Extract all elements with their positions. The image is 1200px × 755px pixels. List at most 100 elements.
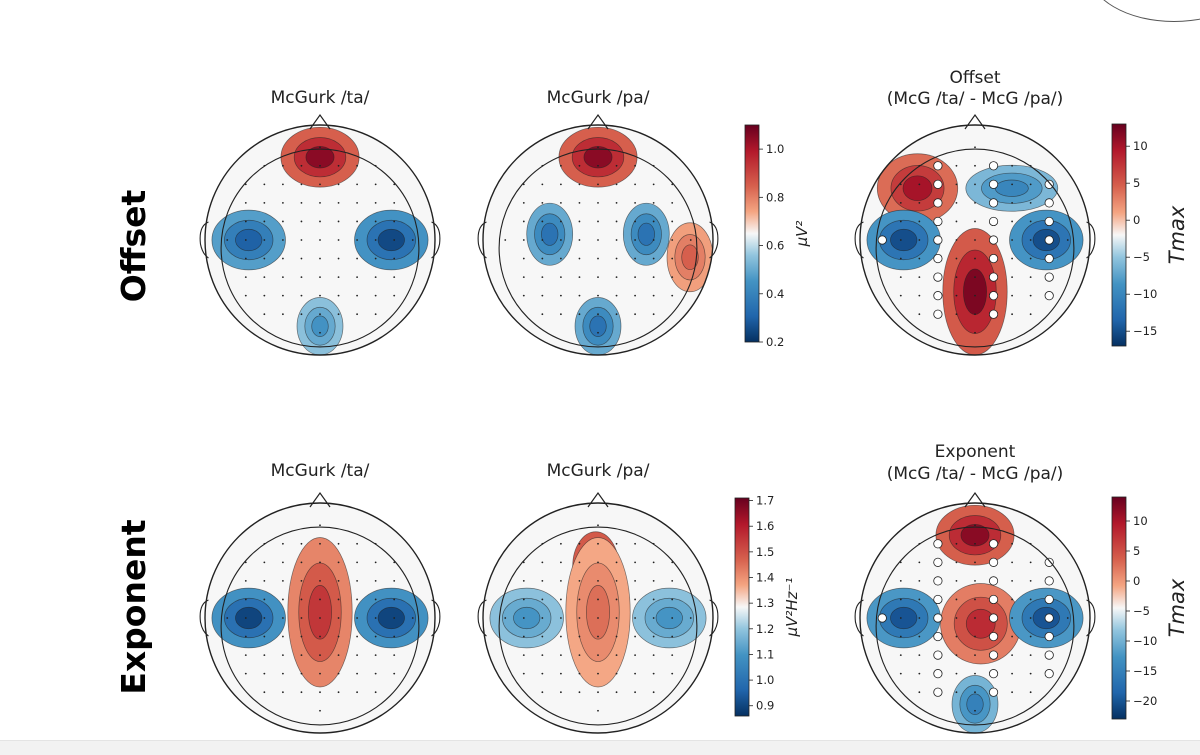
electrode <box>541 239 544 241</box>
electrode <box>597 598 599 601</box>
electrode <box>578 691 581 694</box>
map-title: (McG /ta/ - McG /pa/) <box>887 89 1064 109</box>
electrode <box>560 257 562 260</box>
electrode <box>615 617 618 619</box>
electrode <box>282 561 284 564</box>
electrode <box>918 691 921 694</box>
topomap-4 <box>199 491 441 734</box>
electrode <box>1029 183 1032 186</box>
electrode <box>263 691 266 694</box>
electrode <box>1011 202 1013 204</box>
electrode <box>282 164 284 167</box>
electrode <box>560 654 562 656</box>
electrode <box>671 294 674 297</box>
electrode <box>615 183 618 186</box>
electrode <box>560 164 562 167</box>
electrode <box>319 257 321 260</box>
electrode <box>319 276 321 278</box>
electrode <box>1011 635 1013 638</box>
significant-electrode <box>933 613 943 623</box>
electrode <box>282 276 284 278</box>
colorbar-tick: 5 <box>1133 176 1140 190</box>
electrode <box>374 617 377 619</box>
electrode <box>522 654 525 656</box>
scalp-outline <box>204 124 436 356</box>
electrode <box>918 598 921 601</box>
blob-right-frontal-2 <box>994 179 1029 197</box>
significant-electrode <box>933 594 943 605</box>
left-ear <box>477 599 487 637</box>
electrode <box>356 635 358 638</box>
electrode <box>597 691 599 694</box>
electrode <box>1029 257 1032 260</box>
blob-right-temporal-2 <box>377 228 405 252</box>
significant-electrode <box>988 631 999 642</box>
electrode <box>374 672 377 675</box>
electrode <box>634 561 636 564</box>
significant-electrode <box>933 179 943 189</box>
electrode <box>541 276 544 278</box>
electrode <box>1029 672 1032 675</box>
electrode <box>615 654 618 656</box>
electrode <box>263 654 266 656</box>
significant-electrode <box>933 291 943 301</box>
electrode <box>282 294 284 297</box>
significant-electrode <box>933 557 943 567</box>
electrode <box>319 331 321 334</box>
electrode <box>560 183 562 186</box>
electrode <box>615 257 618 260</box>
electrode <box>1011 672 1013 675</box>
electrode <box>974 561 976 564</box>
electrode <box>356 257 358 260</box>
electrode <box>974 542 976 545</box>
scalp-outline <box>204 502 436 734</box>
electrode <box>337 239 340 241</box>
electrode <box>597 672 599 675</box>
electrode <box>560 294 562 297</box>
colorbar-tick: 0.4 <box>766 287 784 301</box>
electrode <box>560 580 562 582</box>
colorbar-tick: −15 <box>1133 664 1157 678</box>
electrode <box>955 257 958 260</box>
electrode <box>300 276 303 278</box>
electrode <box>356 183 358 186</box>
electrode <box>337 580 340 582</box>
blob-left-temporal-2 <box>235 228 263 252</box>
electrode <box>560 542 562 545</box>
electrode <box>634 635 636 638</box>
electrode <box>263 294 266 297</box>
electrode <box>615 561 618 564</box>
electrode <box>374 257 377 260</box>
electrode <box>918 202 921 204</box>
electrode <box>393 257 396 260</box>
electrode <box>541 617 544 619</box>
map-title: McGurk /pa/ <box>547 88 650 108</box>
electrode <box>1029 239 1032 241</box>
blob-left-temporal-2 <box>890 606 918 630</box>
electrode <box>1011 276 1013 278</box>
electrode <box>319 183 321 186</box>
topomap-3 <box>854 113 1096 356</box>
nose <box>309 113 331 130</box>
electrode <box>578 672 581 675</box>
electrode <box>578 202 581 204</box>
colorbar-tick: 0 <box>1133 574 1140 588</box>
significant-electrode <box>988 687 999 697</box>
electrode <box>374 276 377 278</box>
electrode <box>263 202 266 204</box>
electrode <box>974 146 976 149</box>
blob-occipital-2 <box>966 693 984 715</box>
electrode <box>393 598 396 601</box>
electrode <box>356 202 358 204</box>
electrode <box>337 183 340 186</box>
electrode <box>578 580 581 582</box>
electrode <box>652 257 655 260</box>
electrode <box>689 617 692 619</box>
scalp-outline <box>482 502 714 734</box>
electrode <box>263 183 266 186</box>
electrode <box>541 635 544 638</box>
colorbar-label: Tmax <box>1165 205 1189 264</box>
electrode <box>282 202 284 204</box>
electrode <box>597 709 599 712</box>
electrode <box>244 617 247 619</box>
